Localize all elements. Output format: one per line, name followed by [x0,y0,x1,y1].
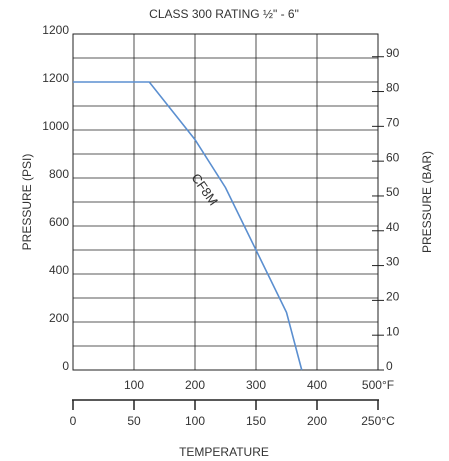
x2-tick-label: 200 [307,414,327,428]
x-tick-label: 100 [124,378,144,392]
y-tick-label: 0 [62,359,69,373]
x2-tick-label: 250°C [361,414,395,428]
y-axis-label: PRESSURE (PSI) [20,154,34,251]
y2-tick-label: 10 [386,324,400,338]
x2-tick-label: 100 [185,414,205,428]
y-tick-label: 1000 [42,119,69,133]
y2-tick-label: 20 [386,290,400,304]
y2-axis-label: PRESSURE (BAR) [420,151,434,253]
x2-tick-label: 50 [127,414,141,428]
x-tick-label: 400 [307,378,327,392]
x-tick-label: 500°F [362,378,394,392]
x2-tick-label: 150 [246,414,266,428]
y2-tick-label: 90 [386,46,400,60]
y-tick-label: 600 [49,215,69,229]
y-tick-label: 800 [49,167,69,181]
series-label: CF8M [188,171,221,209]
x-tick-label: 200 [185,378,205,392]
y-tick-label: 400 [49,263,69,277]
y-tick-label: 1200 [42,23,69,37]
y2-tick-label: 70 [386,116,400,130]
x2-tick-label: 0 [70,414,77,428]
x-axis-label: TEMPERATURE [179,445,269,459]
x-tick-label: 300 [246,378,266,392]
y2-tick-label: 0 [386,359,393,373]
y2-tick-label: 30 [386,255,400,269]
y2-tick-label: 80 [386,81,400,95]
y2-tick-label: 50 [386,185,400,199]
y-tick-label: 1200 [42,71,69,85]
chart-title: CLASS 300 RATING ½" - 6" [149,7,299,21]
y-tick-label: 200 [49,311,69,325]
y2-tick-label: 40 [386,220,400,234]
y2-tick-label: 60 [386,150,400,164]
data-line [73,81,303,371]
